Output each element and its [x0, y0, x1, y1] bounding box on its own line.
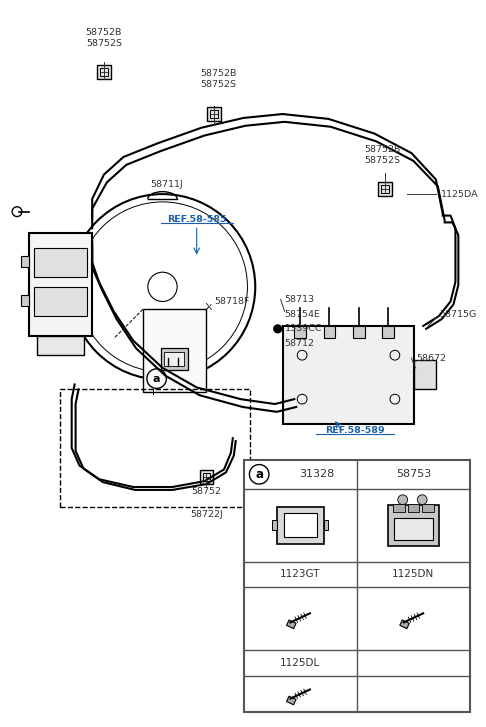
Bar [287, 696, 296, 704]
Bar [388, 505, 439, 545]
Bar [422, 504, 434, 513]
Bar [60, 390, 250, 507]
Text: 58715G: 58715G [439, 310, 476, 318]
Bar [324, 326, 335, 337]
Bar [200, 470, 213, 484]
Text: 58713: 58713 [284, 295, 314, 304]
Bar [400, 620, 409, 629]
Text: 58712: 58712 [284, 339, 314, 348]
Bar [295, 326, 306, 337]
Text: 58722J: 58722J [190, 510, 223, 519]
Bar [100, 68, 108, 76]
Circle shape [398, 495, 408, 505]
Bar [378, 182, 392, 196]
Bar [29, 233, 92, 336]
Text: 1125DN: 1125DN [392, 569, 434, 579]
Text: 1123GT: 1123GT [280, 569, 320, 579]
Circle shape [417, 495, 427, 505]
Bar [160, 348, 188, 370]
Text: a: a [255, 467, 263, 481]
Bar [382, 326, 394, 337]
Bar [415, 360, 436, 390]
Bar [272, 521, 277, 530]
Bar [34, 248, 87, 277]
Circle shape [274, 325, 281, 333]
Bar [408, 504, 419, 513]
Bar [287, 620, 296, 629]
Bar [324, 521, 329, 530]
Text: 58718F: 58718F [214, 297, 250, 306]
Bar [277, 507, 324, 544]
Text: 58752: 58752 [191, 487, 222, 497]
Text: 58752B
58752S: 58752B 58752S [364, 145, 400, 165]
Text: a: a [153, 374, 160, 384]
Text: 58711J: 58711J [150, 180, 183, 189]
Bar [143, 309, 207, 393]
Bar [208, 107, 221, 121]
Bar [353, 326, 364, 337]
Bar [97, 65, 111, 79]
Text: 1125DA: 1125DA [441, 190, 478, 198]
Bar [164, 353, 184, 366]
Bar [21, 256, 29, 268]
Text: 1339CC: 1339CC [284, 324, 322, 334]
Text: 31328: 31328 [299, 470, 334, 479]
Text: 58752B
58752S: 58752B 58752S [200, 69, 236, 89]
Bar [34, 287, 87, 316]
Bar [21, 294, 29, 306]
Bar [393, 504, 405, 513]
Bar [36, 336, 85, 356]
Text: REF.58-585: REF.58-585 [167, 215, 226, 224]
Bar [210, 110, 218, 118]
Bar [283, 513, 317, 537]
Bar [381, 185, 389, 193]
Text: 1125DL: 1125DL [280, 658, 320, 668]
Text: REF.58-589: REF.58-589 [325, 426, 384, 435]
Bar [394, 518, 433, 539]
Text: 58754E: 58754E [284, 310, 320, 318]
Bar [243, 459, 470, 712]
Bar [203, 473, 210, 481]
Text: 58752B
58752S: 58752B 58752S [86, 28, 122, 47]
Bar [282, 326, 415, 424]
Text: 58753: 58753 [396, 470, 431, 479]
Text: 58672: 58672 [417, 353, 446, 363]
